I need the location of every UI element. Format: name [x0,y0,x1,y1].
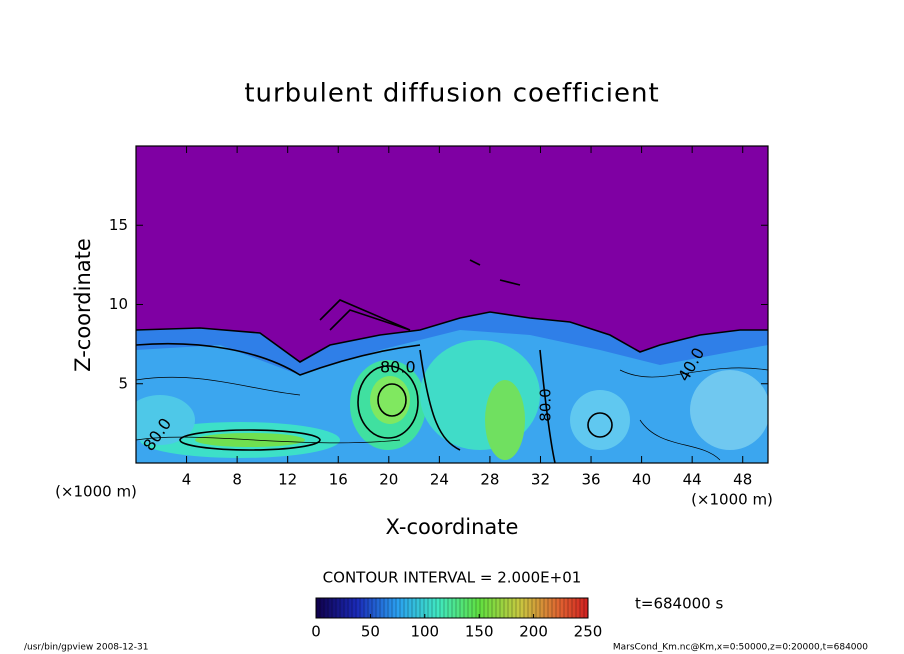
colorbar-tick-label: 250 [574,623,603,641]
contour-interval: CONTOUR INTERVAL = 2.000E+01 [323,569,582,587]
contour-field [136,146,768,463]
x-tick-label: 36 [581,471,600,489]
field-region [570,390,630,450]
x-tick-label: 4 [182,471,192,489]
contour-label: 80.0 [537,388,555,421]
time-label: t=684000 s [635,595,723,613]
chart-title: turbulent diffusion coefficient [244,79,659,109]
x-tick-label: 44 [683,471,702,489]
contour-line [377,383,407,417]
colorbar-tick-label: 150 [465,623,494,641]
field-region [690,370,768,450]
contour-line [357,365,419,439]
colorbar-tick-label: 50 [361,623,380,641]
contour-line [179,429,321,451]
footer-right: MarsCond_Km.nc@Km,x=0:50000,z=0:20000,t=… [613,643,868,653]
x-tick-label: 24 [430,471,449,489]
x-axis-label: X-coordinate [386,515,519,539]
colorbar-tick-label: 200 [519,623,548,641]
contour-line [136,342,421,376]
colorbar-tick-label: 0 [311,623,321,641]
x-unit: (×1000 m) [55,483,137,501]
contour-label: 80.0 [380,358,416,377]
contour-line [419,349,556,463]
contour-line [587,412,613,438]
field-region [485,380,525,460]
y-axis-label: Z-coordinate [71,238,95,372]
contour-line [319,259,521,331]
contour-line [136,367,768,461]
x-tick-label: 16 [329,471,348,489]
y-unit: (×1000 m) [691,491,773,509]
x-tick-label: 20 [379,471,398,489]
x-tick-label: 40 [632,471,651,489]
field-region [136,395,195,445]
field-region [370,376,410,424]
x-tick-label: 12 [278,471,297,489]
x-tick-label: 48 [733,471,752,489]
x-tick-label: 32 [531,471,550,489]
contour-line [136,311,768,363]
y-tick-label: 10 [109,295,128,313]
colorbar-tick-label: 100 [410,623,439,641]
x-tick-label: 28 [480,471,499,489]
y-tick-label: 5 [118,374,128,392]
footer-left: /usr/bin/gpview 2008-12-31 [24,643,148,653]
colorbar [315,597,589,619]
x-tick-label: 8 [232,471,242,489]
y-tick-label: 15 [109,216,128,234]
